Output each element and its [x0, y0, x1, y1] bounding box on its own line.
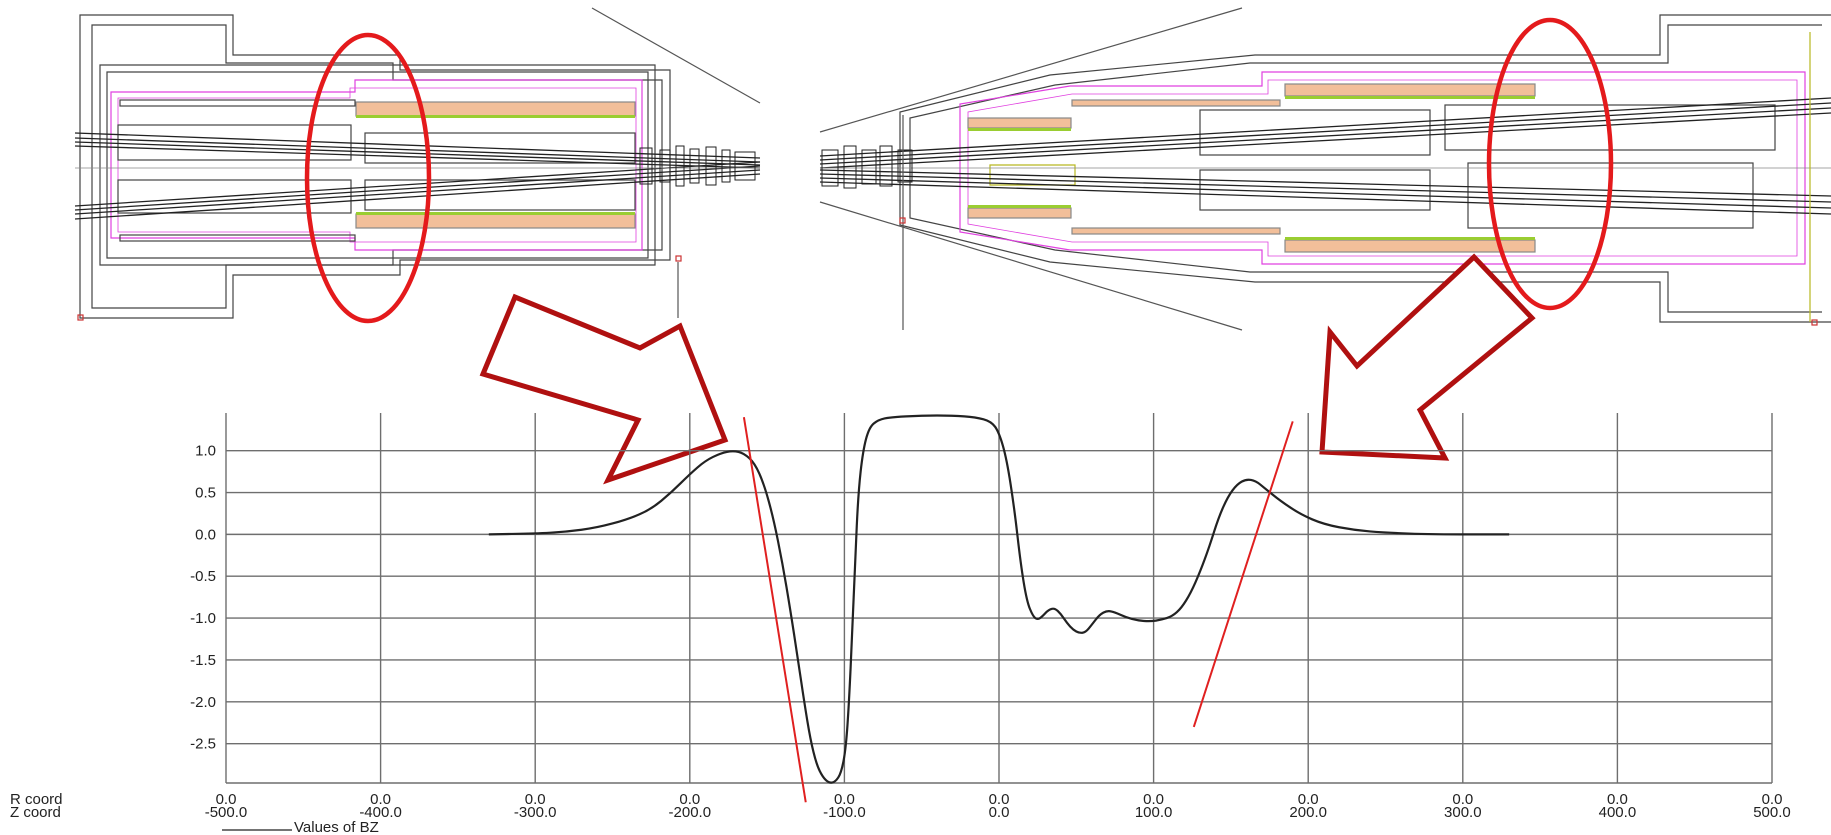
x-tick-label-r: 0.0	[1762, 791, 1783, 808]
x-tick-label-z: -400.0	[359, 804, 402, 821]
y-tick-label: -2.0	[190, 694, 216, 711]
x-row-label-z: Z coord	[10, 804, 61, 821]
right-assembly	[819, 7, 1831, 331]
y-tick-label: -1.0	[190, 610, 216, 627]
y-tick-label: 1.0	[195, 443, 216, 460]
y-tick-label: 0.0	[195, 526, 216, 543]
x-tick-label-r: 0.0	[370, 791, 391, 808]
x-tick-label-r: 0.0	[1143, 791, 1164, 808]
x-tick-label-z: 0.0	[989, 804, 1010, 821]
x-tick-label-r: 0.0	[989, 791, 1010, 808]
x-tick-label-z: -200.0	[669, 804, 712, 821]
x-tick-label-r: 0.0	[834, 791, 855, 808]
y-tick-label: -0.5	[190, 568, 216, 585]
x-tick-label-z: -300.0	[514, 804, 557, 821]
x-tick-label-z: 500.0	[1753, 804, 1791, 821]
left-assembly	[74, 7, 761, 321]
y-tick-label: -1.5	[190, 652, 216, 669]
x-tick-label-z: 300.0	[1444, 804, 1482, 821]
x-tick-label-r: 0.0	[1452, 791, 1473, 808]
x-tick-label-r: 0.0	[216, 791, 237, 808]
highlight-ellipse-right	[1486, 17, 1614, 311]
series-line-bz	[488, 414, 1510, 784]
x-tick-label-z: -100.0	[823, 804, 866, 821]
x-tick-labels: 0.0-500.00.0-400.00.0-300.00.0-200.00.0-…	[205, 791, 1791, 821]
tangent-line-left	[742, 417, 807, 803]
x-tick-label-r: 0.0	[679, 791, 700, 808]
bz-field-chart: 1.00.50.0-0.5-1.0-1.5-2.0-2.5 0.0-500.00…	[10, 413, 1791, 835]
chart-grid	[225, 413, 1773, 784]
tangent-line-right	[1192, 421, 1294, 728]
x-tick-label-z: 100.0	[1135, 804, 1173, 821]
x-row-label-r: R coord	[10, 791, 63, 808]
y-tick-label: 0.5	[195, 485, 216, 502]
tangent-lines	[742, 417, 1294, 803]
legend-label: Values of BZ	[294, 819, 379, 835]
y-tick-label: -2.5	[190, 736, 216, 753]
x-tick-label-r: 0.0	[525, 791, 546, 808]
x-tick-label-r: 0.0	[1298, 791, 1319, 808]
x-tick-label-z: -500.0	[205, 804, 248, 821]
magnet-layout-diagram	[74, 7, 1831, 485]
callout-arrow-left	[479, 293, 729, 485]
x-tick-label-r: 0.0	[1607, 791, 1628, 808]
x-tick-label-z: 200.0	[1289, 804, 1327, 821]
callout-arrow-right	[1319, 253, 1536, 461]
highlight-ellipse-left	[304, 32, 432, 324]
y-tick-labels: 1.0 0.5 0.0 -0.5 -1.0 -1.5 -2.0 -2.5	[190, 443, 216, 753]
x-tick-label-z: 400.0	[1599, 804, 1637, 821]
